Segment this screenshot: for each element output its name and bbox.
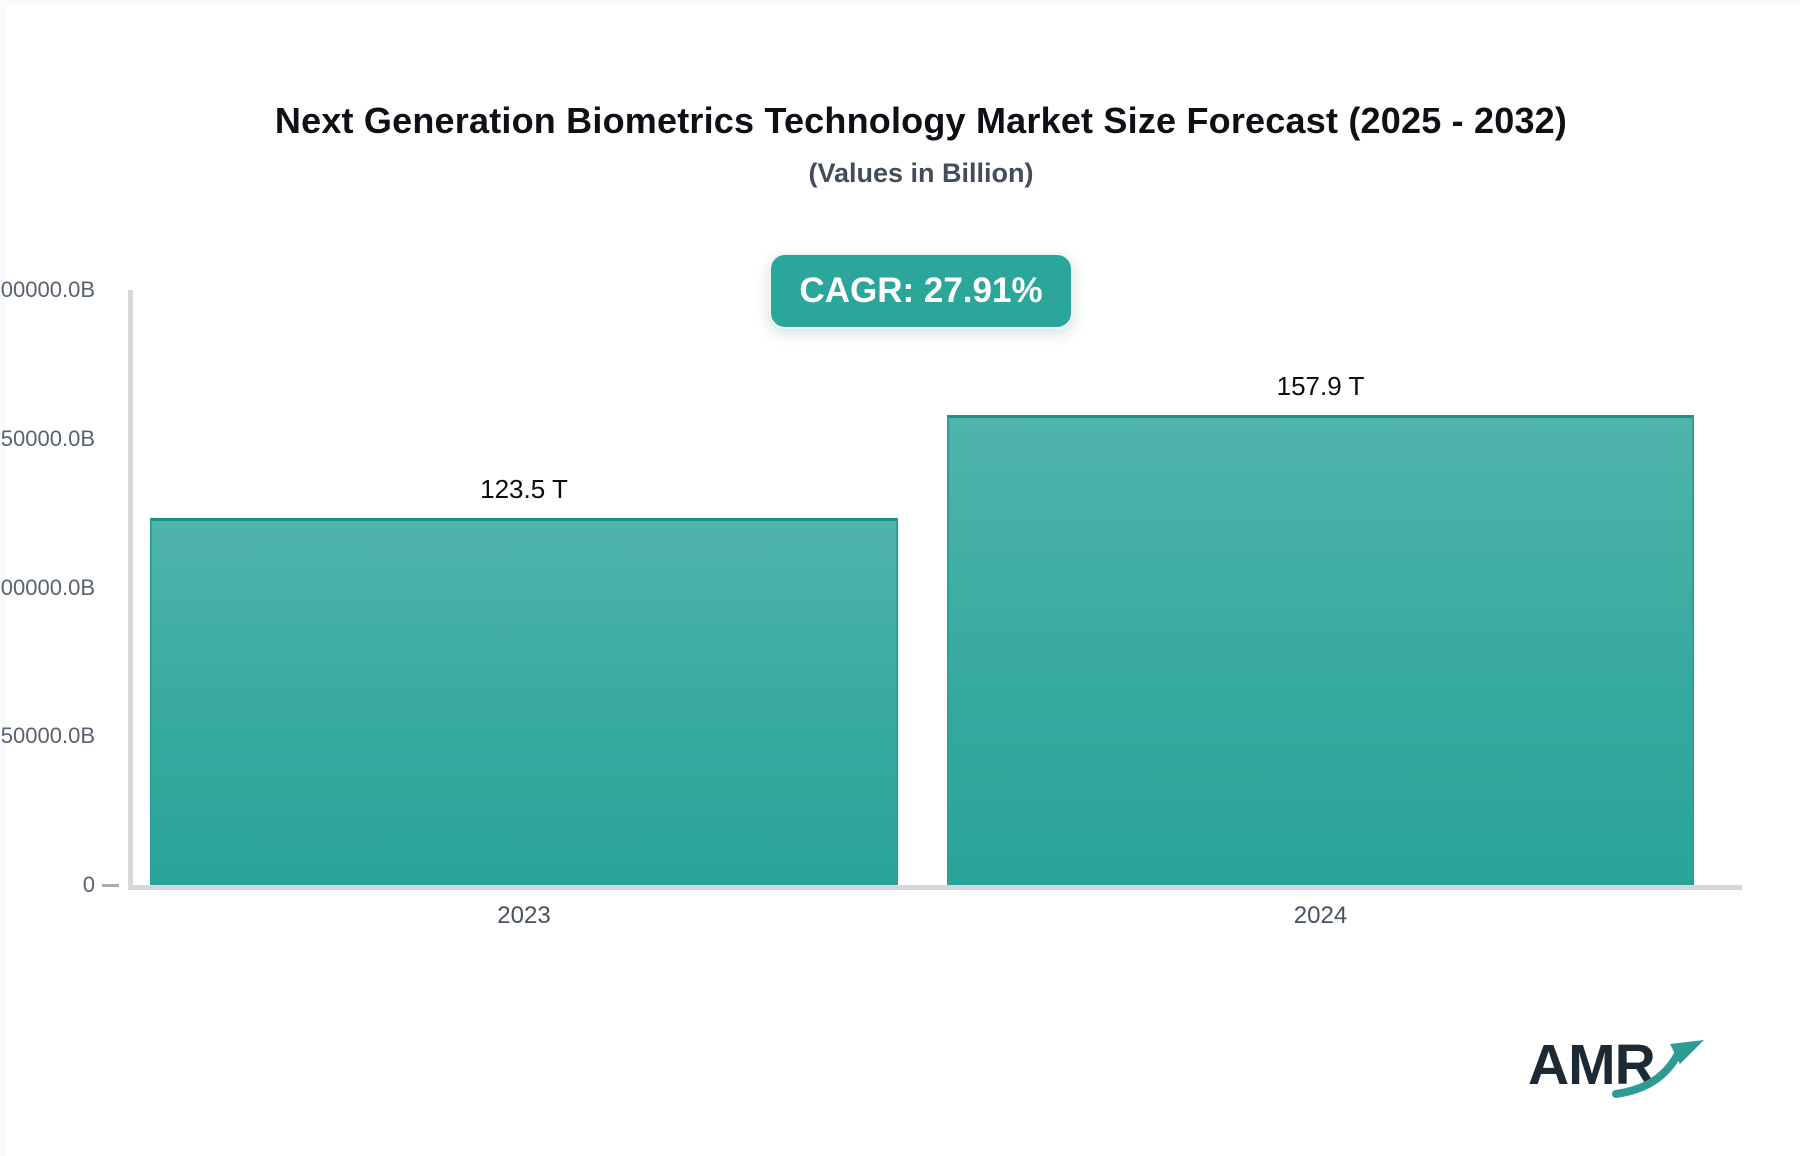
cagr-badge: CAGR: 27.91% [769, 253, 1073, 329]
y-tick-label: 0 [82, 872, 95, 897]
amr-logo: AMR [1528, 1032, 1728, 1112]
y-axis-line [128, 290, 133, 890]
bar-2023 [150, 518, 898, 885]
y-tick-label: 100000.0B [0, 575, 95, 600]
x-axis-label-2024: 2024 [1293, 902, 1348, 929]
zero-tick-mark [102, 884, 119, 887]
page-edge-left [0, 0, 5, 1156]
chart-subtitle: (Values in Billion) [808, 158, 1034, 188]
y-tick-label: 150000.0B [0, 426, 95, 451]
y-tick-label: 200000.0B [0, 277, 95, 302]
bar-2024 [947, 415, 1694, 885]
cagr-badge-row: CAGR: 27.91% [42, 253, 1800, 329]
growth-arrow-icon [1612, 1040, 1704, 1098]
chart-title: Next Generation Biometrics Technology Ma… [274, 100, 1568, 141]
y-tick-label: 50000.0B [0, 723, 95, 748]
bar-value-label-2023: 123.5 T [480, 474, 568, 504]
bar-value-label-2024: 157.9 T [1276, 371, 1365, 401]
x-axis-line [128, 885, 1742, 890]
page-edge-top [0, 0, 1800, 5]
x-axis-label-2023: 2023 [497, 902, 551, 929]
